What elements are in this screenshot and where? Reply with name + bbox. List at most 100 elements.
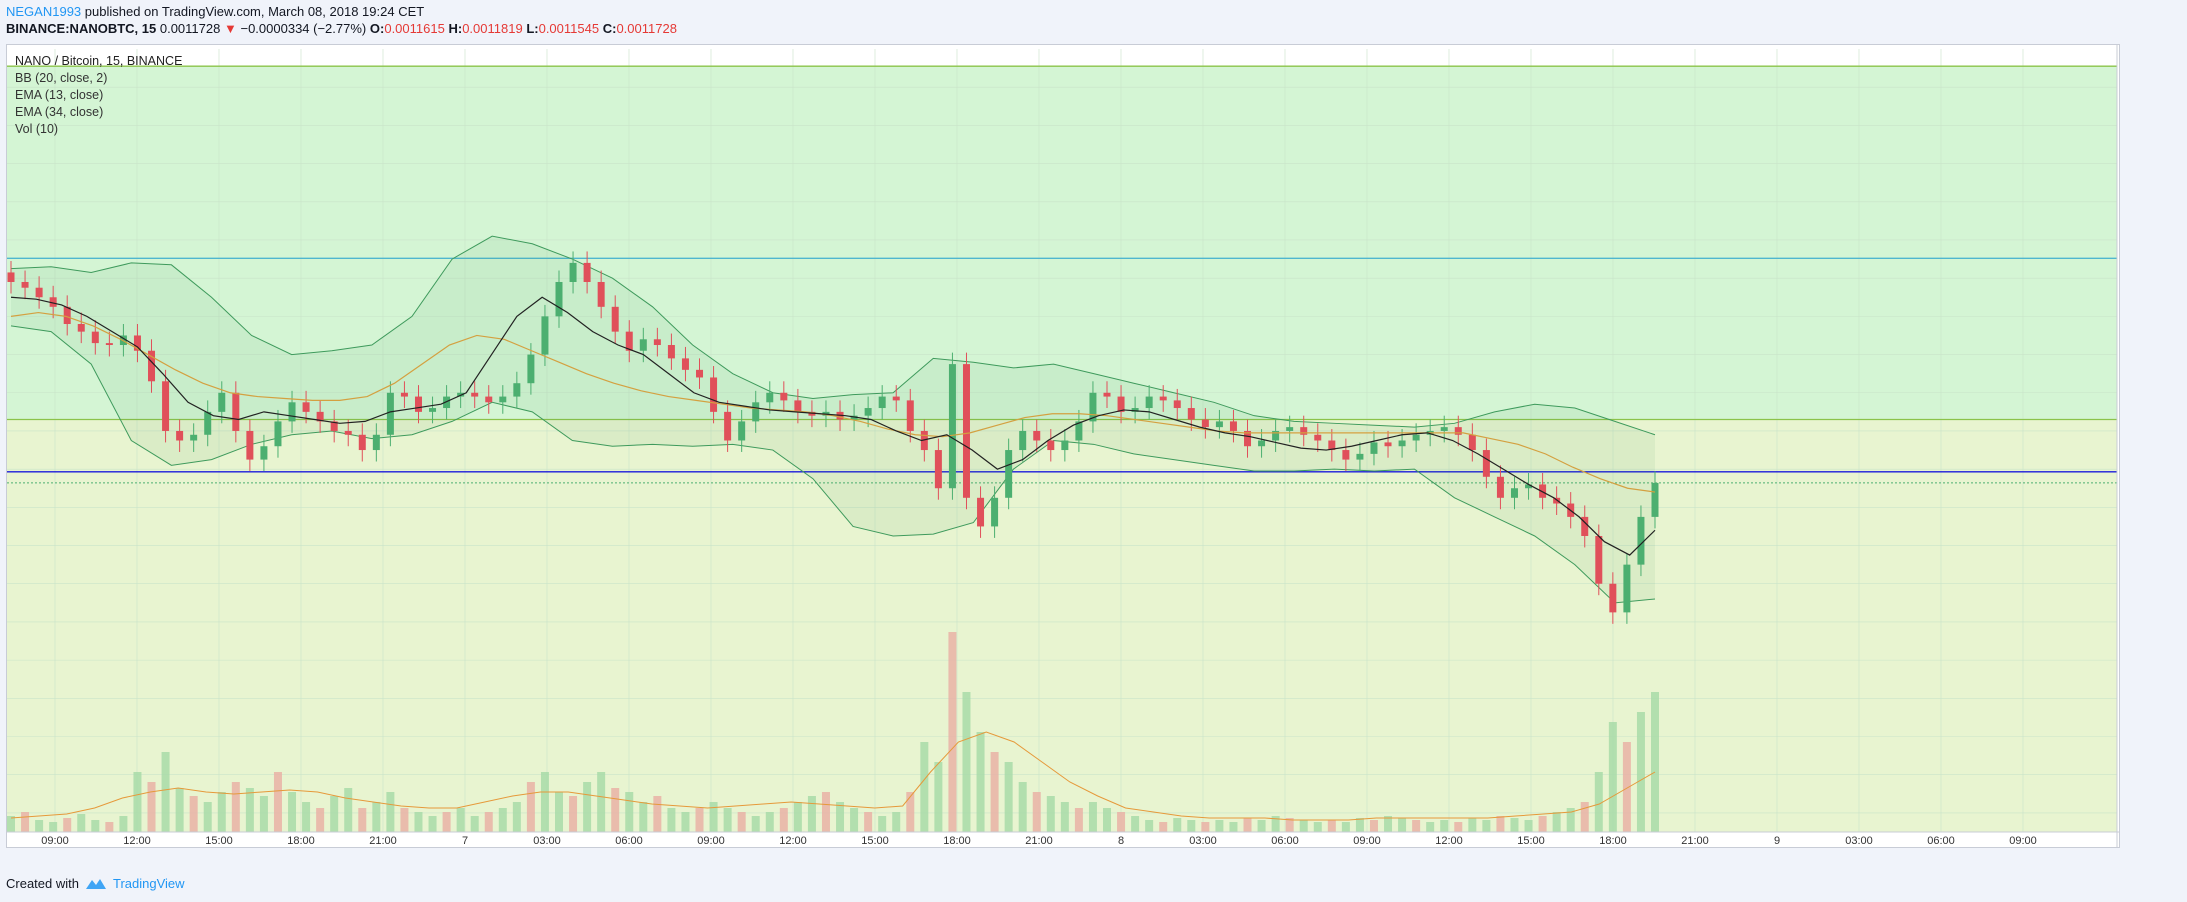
volume-bar [597, 772, 606, 832]
candle-body [386, 392, 394, 435]
volume-bar [1580, 802, 1589, 832]
tradingview-logo-icon [85, 878, 106, 889]
volume-bar [653, 796, 662, 832]
legend-vol[interactable]: Vol (10) [15, 122, 59, 136]
indicator-legend: NANO / Bitcoin, 15, BINANCE BB (20, clos… [15, 53, 182, 138]
candle-body [1412, 434, 1420, 441]
candle-body [906, 400, 914, 431]
candle-body [1482, 450, 1490, 477]
legend-ema13[interactable]: EMA (13, close) [15, 88, 104, 102]
legend-symbol[interactable]: NANO / Bitcoin, 15, BINANCE [15, 54, 183, 68]
volume-bar [1355, 818, 1364, 832]
candle-body [21, 281, 29, 288]
volume-bar [1651, 692, 1659, 832]
volume-bar [400, 808, 409, 832]
volume-bar [175, 788, 184, 832]
volume-bar [1412, 820, 1421, 832]
candle-body [1496, 476, 1504, 498]
ema34-line [10, 311, 1656, 493]
volume-bar [1524, 820, 1533, 832]
candle-body [1440, 427, 1448, 431]
volume-bar [1088, 802, 1097, 832]
x-tick-label: 03:00 [1845, 835, 1873, 847]
volume-bar [358, 808, 367, 832]
volume-bar [1369, 820, 1378, 832]
candle-body [527, 354, 535, 384]
volume-bar [1046, 796, 1055, 832]
candle-body [962, 364, 970, 498]
x-tick-label: 12:00 [1435, 835, 1463, 847]
candle-body [1581, 516, 1589, 536]
tradingview-brand: TradingView [112, 876, 185, 891]
volume-bar [1257, 820, 1266, 832]
x-tick-label: 09:00 [697, 835, 725, 847]
candle-body [1370, 442, 1378, 454]
volume-bar [7, 816, 15, 832]
volume-bar [1608, 722, 1617, 832]
candle-body [190, 434, 198, 441]
close-value: 0.0011728 [616, 21, 677, 36]
candle-body [1356, 453, 1364, 460]
price-zone-0 [7, 66, 2117, 420]
candle-body [63, 306, 71, 325]
candle-body [162, 381, 170, 431]
candle-body [710, 377, 718, 412]
candle-body [288, 402, 296, 422]
candle-body [977, 497, 985, 527]
bollinger-upper-line [10, 235, 1656, 436]
candle-body [1061, 440, 1069, 451]
volume-bar [540, 772, 549, 832]
price-chart-svg[interactable]: 0.00138000.00136000.00134000.00132000.00… [7, 45, 2119, 847]
footer: Created with TradingView [6, 876, 185, 891]
candle-body [555, 281, 563, 317]
volume-bar [878, 816, 887, 832]
chart-pane[interactable]: 0.00138000.00136000.00134000.00132000.00… [6, 44, 2120, 848]
volume-bar [667, 808, 676, 832]
candle-body [1272, 430, 1280, 441]
candle-body [794, 400, 802, 412]
legend-bb[interactable]: BB (20, close, 2) [15, 71, 108, 85]
volume-bar [751, 816, 760, 832]
candle-body [316, 411, 324, 422]
x-tick-label: 09:00 [41, 835, 69, 847]
candle-body [274, 421, 282, 447]
volume-bar [245, 788, 254, 832]
candle-body [681, 358, 689, 370]
candle-body [358, 434, 366, 451]
volume-bar [1454, 822, 1463, 832]
candle-body [1201, 419, 1209, 428]
candle-body [218, 392, 226, 412]
candle-body [1019, 430, 1027, 451]
candle-body [1047, 440, 1055, 451]
legend-ema34[interactable]: EMA (34, close) [15, 105, 104, 119]
x-tick-label: 18:00 [943, 835, 971, 847]
candle-body [667, 345, 675, 359]
candle-body [91, 331, 99, 344]
candle-body [1075, 421, 1083, 441]
candle-body [948, 364, 956, 489]
candle-body [1342, 450, 1350, 460]
volume-bar [386, 792, 395, 832]
volume-bar [35, 820, 44, 832]
volume-bar [864, 812, 873, 832]
candle-body [850, 415, 858, 420]
volume-bar [611, 788, 620, 832]
volume-bar [737, 812, 746, 832]
candle-body [400, 392, 408, 397]
volume-bar [625, 792, 634, 832]
volume-bar [723, 808, 732, 832]
candle-body [1510, 488, 1518, 498]
x-tick-label: 15:00 [861, 835, 889, 847]
volume-bar [1636, 712, 1645, 832]
author-link[interactable]: NEGAN1993 [6, 4, 82, 19]
volume-bar [217, 792, 226, 832]
volume-bar [1566, 808, 1575, 832]
volume-bar [526, 782, 535, 832]
candle-body [1005, 450, 1013, 498]
candle-body [611, 306, 619, 332]
volume-bar [259, 796, 268, 832]
tradingview-link[interactable]: TradingView [85, 876, 185, 891]
candle-body [232, 392, 240, 431]
candle-body [7, 272, 15, 282]
volume-bar [1004, 762, 1013, 832]
